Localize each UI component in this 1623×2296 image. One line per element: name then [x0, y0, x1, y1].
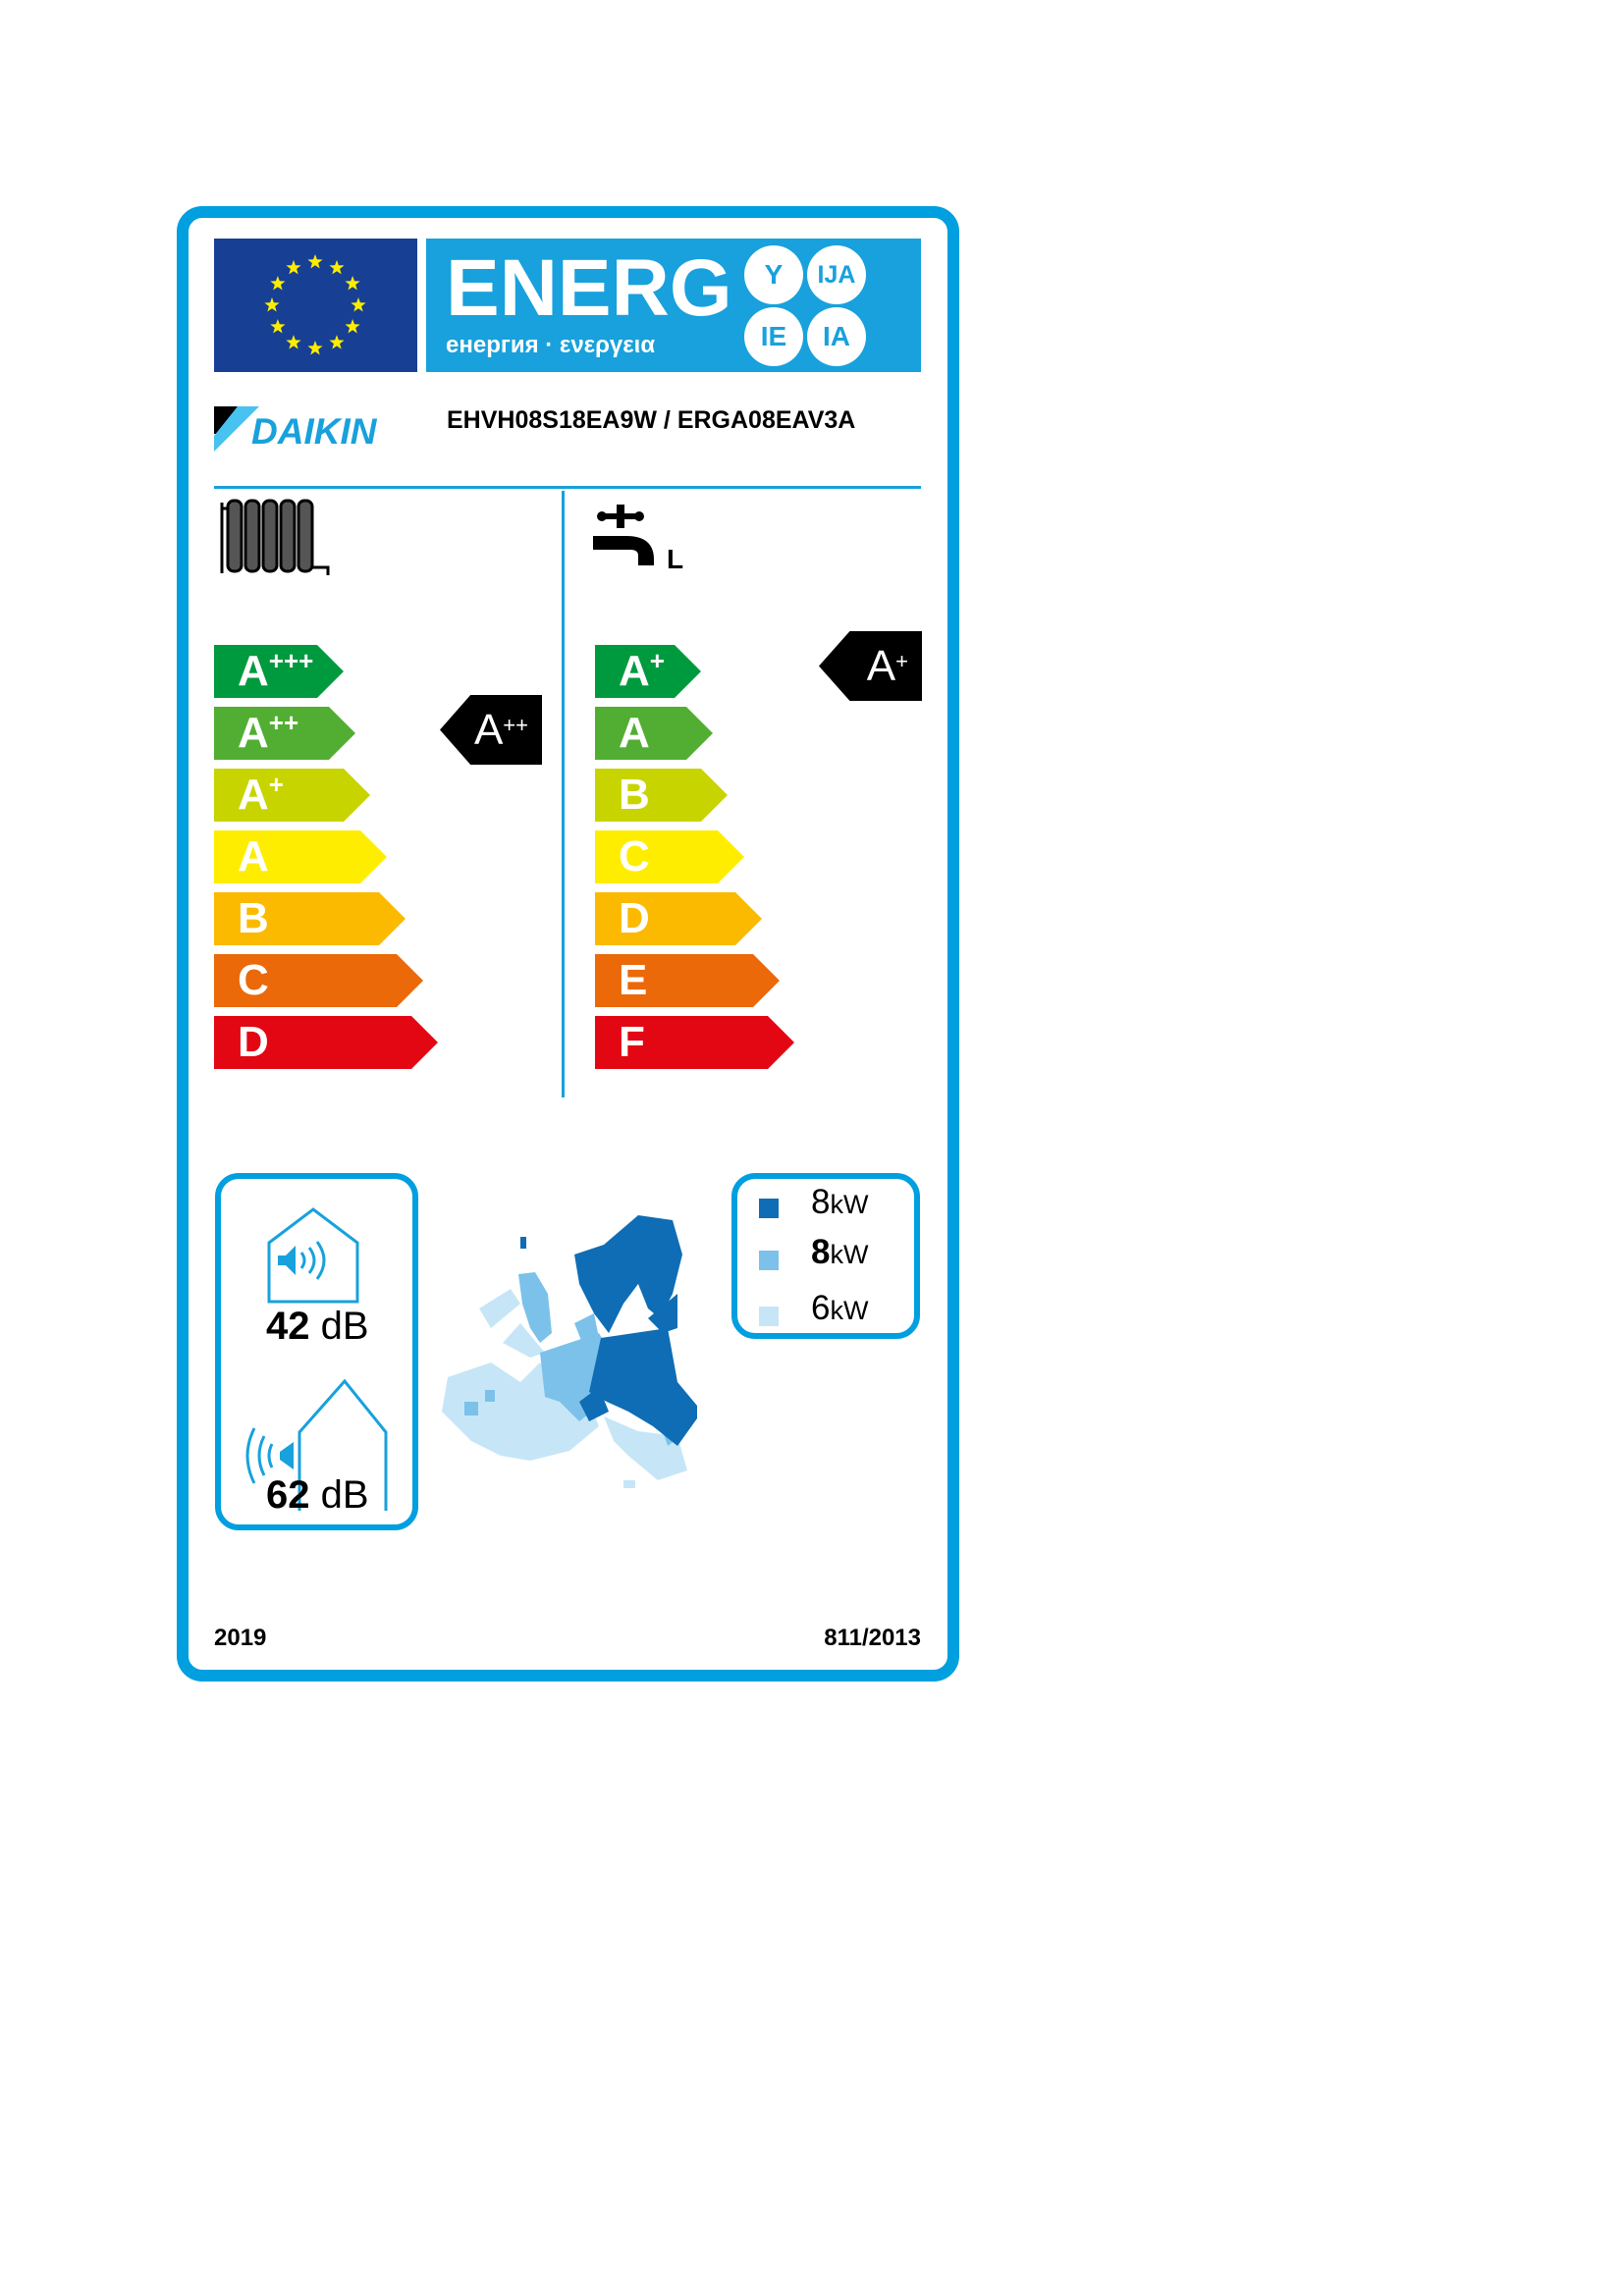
rating-class: A [866, 642, 896, 690]
energy-class-arrow: A [214, 830, 387, 883]
indoor-noise-icon [267, 1207, 359, 1304]
rating-plus: ++ [503, 713, 528, 737]
outdoor-noise-icon [245, 1378, 388, 1511]
energy-class-arrow: D [214, 1016, 438, 1069]
energy-class-letter: C [238, 956, 269, 1004]
energy-label-frame [177, 206, 959, 1682]
warm-climate-swatch [759, 1307, 779, 1326]
energy-class-letter: D [619, 894, 650, 942]
cold-climate-swatch [759, 1199, 779, 1218]
energy-class-arrow: F [595, 1016, 794, 1069]
energy-class-arrow: A++ [214, 707, 355, 760]
energy-class-letter: A [619, 647, 650, 695]
star-icon [270, 276, 286, 291]
europe-climate-map-icon [442, 1215, 702, 1505]
star-icon [329, 335, 345, 349]
rating-plus: + [895, 649, 908, 673]
star-icon [351, 297, 366, 312]
model-identifier: EHVH08S18EA9W / ERGA08EAV3A [447, 406, 856, 434]
star-icon [286, 259, 301, 275]
average-climate-swatch [759, 1251, 779, 1270]
energy-class-arrow: C [214, 954, 423, 1007]
heat-output-cold: 8kW [811, 1183, 869, 1221]
energy-class-letter: C [619, 832, 650, 881]
eu-flag-icon [214, 239, 417, 372]
star-icon [286, 335, 301, 349]
energy-class-letter: A [238, 771, 269, 819]
star-icon [270, 319, 286, 334]
energy-title: ENERG [446, 243, 732, 333]
energy-class-letter: A [238, 832, 269, 881]
heat-output-average: 8kW [811, 1233, 869, 1271]
energy-class-arrow: E [595, 954, 780, 1007]
energy-class-letter: B [238, 894, 269, 942]
outdoor-noise-value: 62 dB [266, 1473, 369, 1517]
energy-class-letter: D [238, 1018, 269, 1066]
daikin-logo: DAIKIN [214, 404, 435, 456]
brand-name: DAIKIN [251, 411, 378, 452]
energy-class-arrow: A+ [214, 769, 370, 822]
energy-class-plus: ++ [268, 708, 299, 737]
energy-class-letter: A [619, 709, 650, 757]
star-icon [345, 319, 360, 334]
star-icon [264, 297, 280, 312]
energy-header: ENERG енергия · ενεργεια Y IJA IE IA [426, 239, 921, 372]
rating-class: A [473, 706, 504, 754]
energy-class-arrow: A+ [595, 645, 701, 698]
indoor-noise-value: 42 dB [266, 1305, 369, 1348]
star-icon [307, 254, 323, 269]
heat-output-warm: 6kW [811, 1289, 869, 1327]
noise-box: 42 dB 62 dB [215, 1173, 418, 1530]
language-suffix: IJA [807, 245, 866, 304]
energy-class-arrow: D [595, 892, 762, 945]
radiator-icon [220, 497, 336, 582]
energy-class-arrow: A [595, 707, 713, 760]
energy-class-arrow: A+++ [214, 645, 344, 698]
star-icon [329, 259, 345, 275]
load-profile: L [667, 544, 684, 574]
energy-class-letter: A [238, 647, 269, 695]
energy-class-arrow: C [595, 830, 744, 883]
energy-class-letter: A [238, 709, 269, 757]
language-suffix: IA [807, 307, 866, 366]
language-suffix: Y [744, 245, 803, 304]
divider [214, 486, 921, 489]
language-suffix: IE [744, 307, 803, 366]
divider [562, 491, 565, 1097]
energy-class-arrow: B [214, 892, 406, 945]
energy-class-arrow: B [595, 769, 728, 822]
energy-class-letter: B [619, 771, 650, 819]
heat-output-legend: 8kW 8kW 6kW [731, 1173, 920, 1339]
energy-class-plus: +++ [268, 646, 314, 675]
regulation-number: 811/2013 [824, 1625, 921, 1651]
energy-subtitle: енергия · ενεργεια [446, 332, 656, 358]
energy-class-letter: F [619, 1018, 645, 1066]
label-year: 2019 [214, 1625, 267, 1651]
energy-class-plus: + [649, 646, 665, 675]
tap-icon [593, 505, 658, 570]
star-icon [345, 276, 360, 291]
star-icon [307, 341, 323, 355]
energy-class-plus: + [268, 770, 284, 799]
energy-class-letter: E [619, 956, 648, 1004]
